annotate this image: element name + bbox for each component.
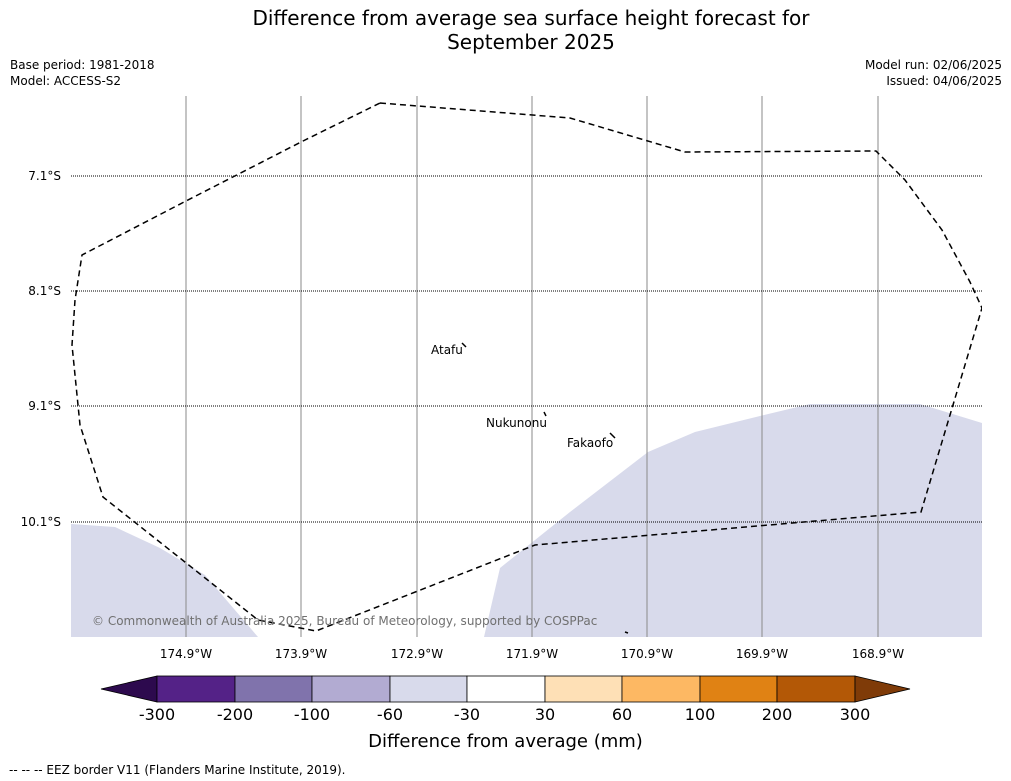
eez-border [71,102,982,632]
nukunonu-island [543,411,547,417]
anomaly-area-southwest [71,524,258,637]
colorbar-bin-9 [776,675,856,703]
place-label-nukunonu: Nukunonu [486,416,547,430]
colorbar-tick-300: 300 [839,705,871,724]
place-label-fakaofo: Fakaofo [567,436,614,450]
lat-label-7-1: 7.1°S [28,169,61,183]
title-line-2: September 2025 [447,30,615,54]
model-run: Model run: 02/06/2025 [864,58,1002,72]
lat-label-9-1: 9.1°S [28,399,61,413]
colorbar-bin-4 [389,675,468,703]
anomaly-area-southeast [484,404,982,637]
colorbar-bin-5 [466,675,546,703]
eez-legend: -- -- -- EEZ border V11 (Flanders Marine… [9,763,346,777]
lon-label-168-9: 168.9°W [851,647,905,661]
fakaofo-island [609,432,616,439]
lat-label-8-1: 8.1°S [28,284,61,298]
colorbar-tick-30: 30 [534,705,556,724]
meta-left: Base period: 1981-2018 Model: ACCESS-S2 [10,57,155,89]
colorbar-extend-high [854,675,911,703]
colorbar-bin-2 [234,675,313,703]
colorbar-bin-7 [621,675,701,703]
lon-label-169-9: 169.9°W [735,647,789,661]
longitude-gridlines [185,96,879,637]
colorbar-tick-200: 200 [761,705,793,724]
lon-label-171-9: 171.9°W [505,647,559,661]
colorbar-tick-minus-60: -60 [376,705,404,724]
atafu-island [461,342,467,348]
lat-label-10-1: 10.1°S [20,515,61,529]
colorbar [100,675,911,703]
colorbar-bin-1 [156,675,236,703]
colorbar-extend-low [100,675,158,703]
title-line-1: Difference from average sea surface heig… [252,6,810,30]
lon-label-173-9: 173.9°W [274,647,328,661]
colorbar-tick-minus-200: -200 [216,705,254,724]
colorbar-tick-60: 60 [611,705,633,724]
colorbar-title: Difference from average (mm) [368,731,643,752]
lon-label-170-9: 170.9°W [620,647,674,661]
map-title: Difference from average sea surface heig… [0,6,1011,54]
copyright-credit: © Commonwealth of Australia 2025, Bureau… [92,614,598,628]
colorbar-tick-minus-300: -300 [138,705,176,724]
base-period: Base period: 1981-2018 [10,58,155,72]
model-name: Model: ACCESS-S2 [10,74,122,88]
lon-label-172-9: 172.9°W [390,647,444,661]
colorbar-tick-100: 100 [684,705,716,724]
colorbar-bin-8 [699,675,778,703]
place-label-atafu: Atafu [431,343,463,357]
colorbar-bin-6 [544,675,623,703]
colorbar-bin-3 [311,675,391,703]
issued-date: Issued: 04/06/2025 [886,74,1002,88]
lon-label-174-9: 174.9°W [159,647,213,661]
small-islet [624,631,629,634]
meta-right: Model run: 02/06/2025 Issued: 04/06/2025 [865,57,1002,89]
colorbar-tick-minus-30: -30 [453,705,481,724]
colorbar-tick-minus-100: -100 [293,705,331,724]
